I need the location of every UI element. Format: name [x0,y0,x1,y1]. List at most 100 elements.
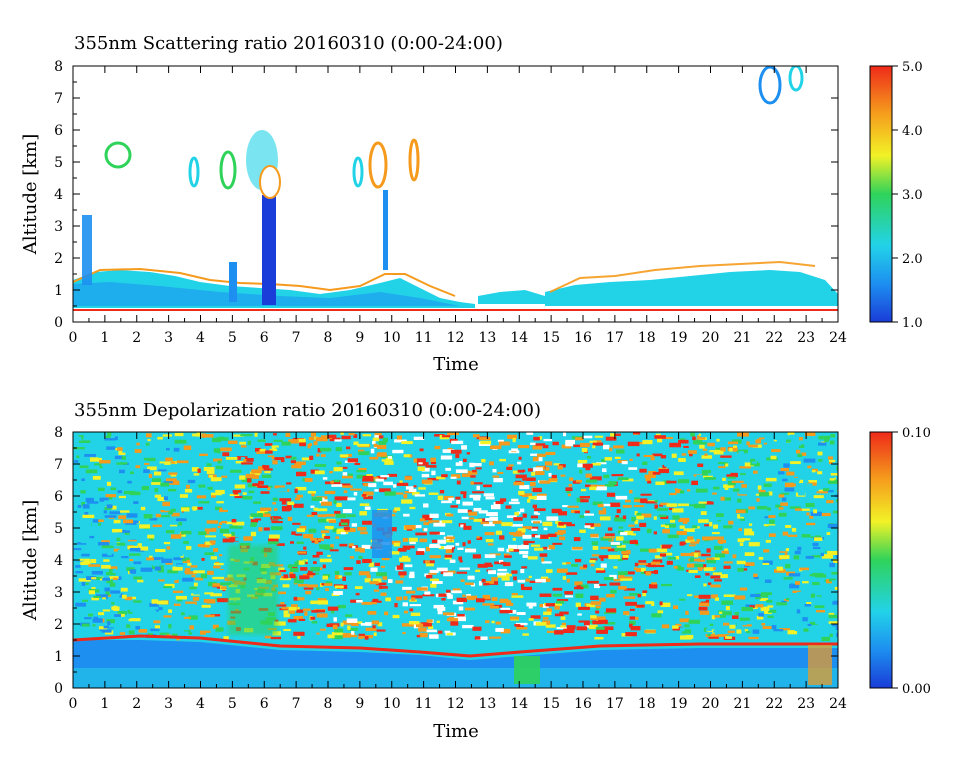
noise-cell [117,549,128,554]
scattering-plume-10h [383,190,388,270]
noise-cell [511,593,518,596]
noise-cell [506,548,511,553]
noise-cell [715,448,721,453]
noise-cell [213,458,222,462]
noise-cell [75,602,87,607]
noise-cell [575,437,584,441]
noise-cell [426,574,433,579]
noise-cell [439,489,445,494]
noise-cell [769,519,775,524]
noise-cell [741,606,754,612]
noise-cell [176,518,187,522]
noise-cell [681,453,687,456]
noise-cell [748,506,755,510]
noise-cell [291,464,302,469]
noise-cell [437,606,446,611]
noise-cell [113,519,121,524]
noise-cell [157,469,167,472]
noise-cell [318,518,328,523]
noise-cell [724,485,729,490]
noise-cell [335,447,343,452]
noise-cell [212,437,221,443]
noise-cell [241,477,252,482]
noise-cell [508,544,517,550]
noise-cell [744,531,755,536]
noise-cell [370,448,375,454]
noise-cell [828,578,836,582]
noise-cell [711,595,716,599]
noise-cell [475,467,482,470]
noise-cell [499,600,512,604]
noise-cell [106,504,113,509]
noise-cell [403,596,408,601]
noise-cell [359,503,370,506]
noise-cell [340,622,344,627]
noise-cell [503,553,510,557]
noise-cell [780,492,790,495]
noise-cell [365,602,377,605]
noise-cell [668,593,677,597]
noise-cell [662,437,674,440]
noise-cell [785,548,790,552]
noise-cell [452,600,464,605]
noise-cell [279,498,292,502]
x-tick-label: 20 [702,696,720,712]
noise-cell [575,593,584,599]
noise-cell [731,439,742,444]
noise-cell [645,477,651,482]
noise-cell [402,537,409,542]
noise-cell [320,435,332,439]
noise-cell [210,494,216,498]
noise-cell [239,543,251,546]
noise-cell [636,512,642,517]
noise-cell [659,553,667,557]
noise-cell [418,462,423,465]
noise-cell [766,599,773,603]
noise-cell [655,481,665,485]
noise-cell [299,525,307,530]
noise-cell [508,464,514,467]
noise-cell [199,630,211,635]
noise-cell [576,497,584,503]
noise-cell [437,495,444,501]
x-tick-label: 11 [415,330,433,346]
noise-cell [413,436,425,440]
noise-cell [459,567,470,570]
noise-cell [163,615,172,618]
noise-cell [478,581,483,586]
noise-cell [654,555,663,559]
noise-cell [153,471,162,476]
noise-cell [92,618,103,623]
noise-cell [137,579,144,583]
noise-cell [423,522,430,526]
noise-cell [722,497,732,501]
noise-cell [498,559,504,563]
noise-cell [318,567,323,570]
noise-cell [806,602,815,606]
noise-cell [585,510,590,513]
noise-cell [714,615,720,618]
noise-cell [602,507,606,511]
noise-cell [120,623,131,626]
noise-cell [541,561,552,564]
noise-cell [88,590,96,595]
noise-cell [341,522,348,526]
noise-cell [543,438,553,442]
noise-cell [104,515,117,518]
noise-cell [481,458,486,463]
noise-cell [511,570,518,574]
noise-cell [806,522,816,526]
noise-cell [579,442,590,448]
noise-cell [98,519,104,523]
noise-cell [128,553,141,558]
noise-cell [790,483,796,487]
noise-cell [753,470,758,474]
x-tick-label: 5 [228,696,237,712]
noise-cell [381,459,392,462]
noise-cell [402,555,409,559]
noise-cell [210,593,223,597]
noise-cell [744,552,755,557]
noise-cell [690,432,695,437]
noise-cell [393,484,397,488]
noise-cell [501,522,513,527]
